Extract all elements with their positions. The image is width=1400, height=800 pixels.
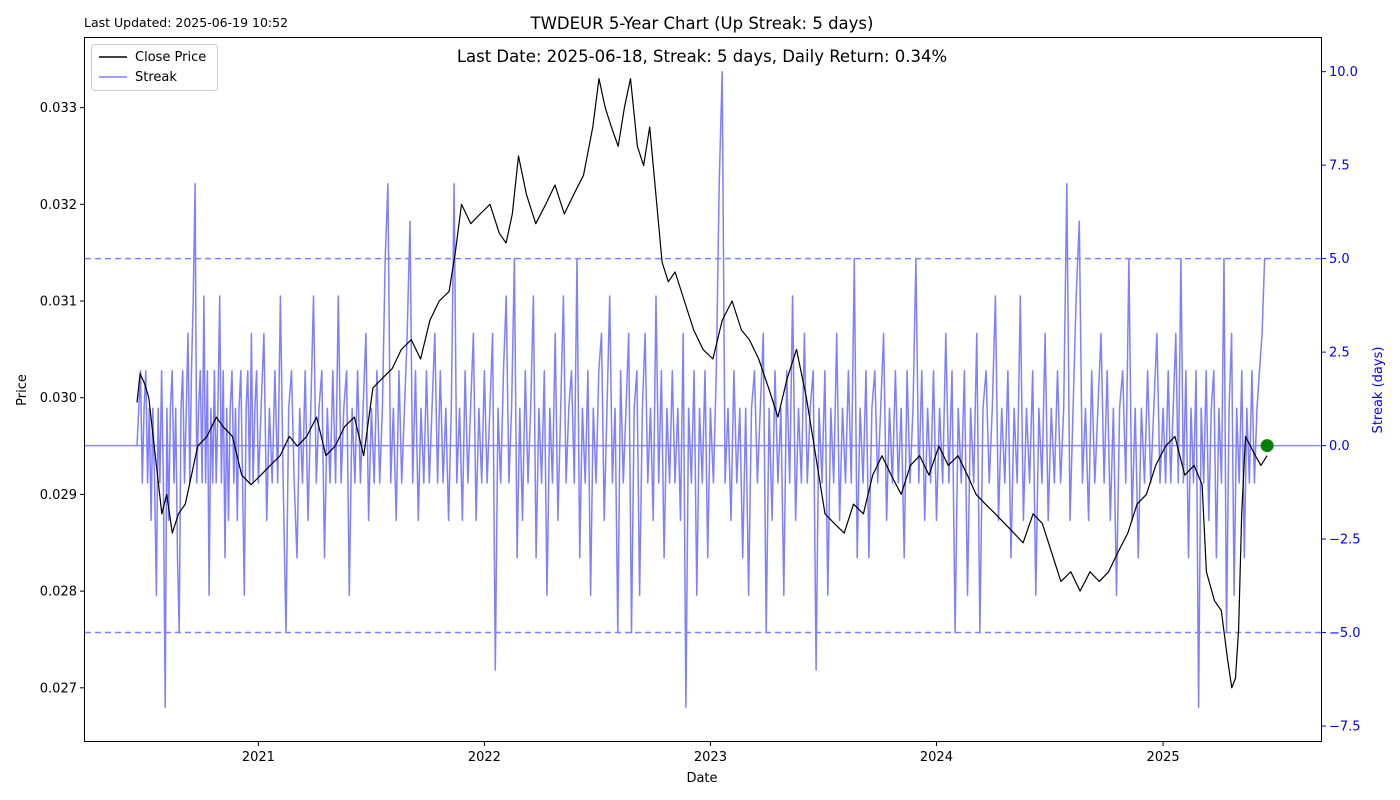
y2-tick-label: 2.5 — [1329, 346, 1350, 361]
y2-tick-label: 7.5 — [1329, 159, 1350, 174]
last-date-marker — [1260, 439, 1274, 453]
legend-label-close-price: Close Price — [135, 50, 206, 65]
marker-layer — [1260, 439, 1274, 453]
y-axis-label: Price — [15, 374, 30, 406]
y2-tick-label: −2.5 — [1329, 533, 1361, 548]
y-tick-label: 0.028 — [40, 585, 77, 600]
chart-subtitle: Last Date: 2025-06-18, Streak: 5 days, D… — [457, 47, 947, 66]
plot-frame — [84, 37, 1322, 742]
close-price-line — [136, 77, 1268, 689]
y2-tick-label: 0.0 — [1329, 439, 1350, 454]
x-axis-label: Date — [686, 771, 717, 786]
y2-tick-label: 10.0 — [1329, 65, 1358, 80]
y2-tick-label: −5.0 — [1329, 626, 1361, 641]
y-tick-label: 0.027 — [40, 681, 77, 696]
streak-series-layer — [136, 70, 1268, 709]
x-tick-label: 2025 — [1147, 750, 1180, 765]
close-price-series-layer — [136, 77, 1268, 689]
y-tick-label: 0.031 — [40, 295, 77, 310]
x-tick-label: 2021 — [242, 750, 275, 765]
y-tick-label: 0.029 — [40, 488, 77, 503]
legend-label-streak: Streak — [135, 70, 177, 85]
y-tick-label: 0.033 — [40, 101, 77, 116]
streak-line — [136, 70, 1268, 709]
last-updated-text: Last Updated: 2025-06-19 10:52 — [84, 15, 288, 30]
x-tick-label: 2024 — [920, 750, 953, 765]
y-tick-label: 0.030 — [40, 391, 77, 406]
x-tick-label: 2022 — [468, 750, 501, 765]
y-tick-label: 0.032 — [40, 198, 77, 213]
y2-tick-label: 5.0 — [1329, 252, 1350, 267]
legend-box — [91, 44, 218, 91]
chart-title: TWDEUR 5-Year Chart (Up Streak: 5 days) — [530, 14, 874, 33]
x-tick-label: 2023 — [694, 750, 727, 765]
legend: Close Price Streak — [91, 44, 218, 91]
y2-axis-label: Streak (days) — [1371, 347, 1386, 434]
y2-tick-label: −7.5 — [1329, 720, 1361, 735]
axes-layer: 2021 2022 2023 2024 2025 0.027 0.028 0.029 0.030… — [40, 65, 1361, 765]
